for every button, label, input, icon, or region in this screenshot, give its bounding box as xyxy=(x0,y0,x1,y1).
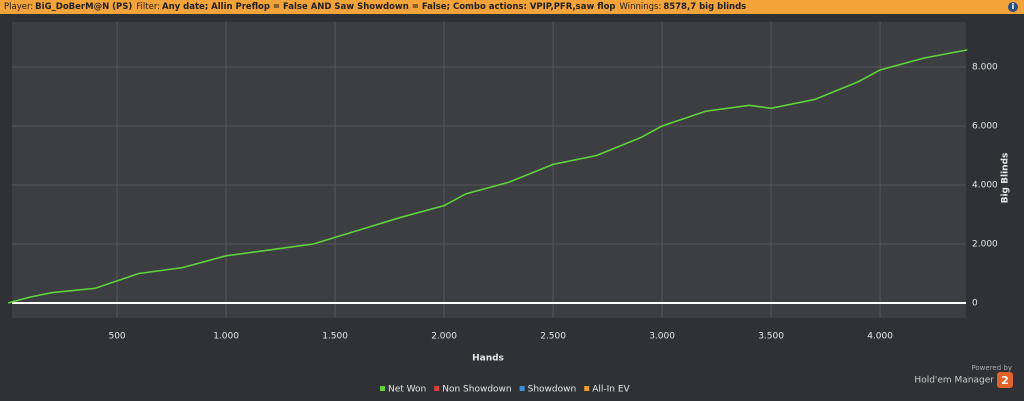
x-tick-label: 1.000 xyxy=(213,332,239,342)
header-value: BiG_DoBerM@N (PS) xyxy=(35,2,133,12)
legend-swatch xyxy=(380,386,385,391)
powered-by: Powered by xyxy=(971,364,1012,372)
header-value: Any date; Allin Preflop = False AND Saw … xyxy=(162,2,616,12)
logo-badge: 2 xyxy=(1001,374,1009,387)
x-tick-label: 2.000 xyxy=(431,332,457,342)
x-axis-title: Hands xyxy=(472,354,504,364)
y-tick-label: 0 xyxy=(972,299,978,309)
plot-area xyxy=(12,22,966,318)
x-tick-label: 1.500 xyxy=(322,332,348,342)
x-tick-label: 3.500 xyxy=(758,332,784,342)
header-label: Player: xyxy=(4,2,34,12)
y-tick-label: 6.000 xyxy=(972,121,998,131)
x-tick-label: 2.500 xyxy=(540,332,566,342)
x-tick-label: 3.000 xyxy=(649,332,675,342)
y-tick-label: 2.000 xyxy=(972,240,998,250)
x-tick-label: 500 xyxy=(108,332,125,342)
header-label: Filter: xyxy=(136,2,161,12)
y-tick-label: 8.000 xyxy=(972,62,998,72)
x-tick-label: 4.000 xyxy=(867,332,893,342)
legend-swatch xyxy=(434,386,440,391)
legend-label: All-In EV xyxy=(592,385,630,395)
product-name: Hold'em Manager xyxy=(914,376,994,386)
chart: Big Blinds Hands Powered by Hold'em Mana… xyxy=(7,22,1013,395)
filter-bar: Player: BiG_DoBerM@N (PS) Filter: Any date;… xyxy=(0,0,1024,14)
y-tick-label: 4.000 xyxy=(972,181,998,191)
logo xyxy=(997,372,1013,388)
header-value: 8578,7 big blinds xyxy=(663,2,747,12)
header-label: Winnings: xyxy=(619,2,662,12)
legend-swatch xyxy=(584,386,590,391)
legend-label: Non Showdown xyxy=(442,385,511,395)
info-icon[interactable]: i xyxy=(1008,2,1018,12)
legend-label: Net Won xyxy=(388,385,426,395)
legend-label: Showdown xyxy=(528,385,577,395)
legend-swatch xyxy=(519,386,525,391)
y-axis-title: Big Blinds xyxy=(1001,153,1011,204)
net-won-line xyxy=(7,49,968,304)
